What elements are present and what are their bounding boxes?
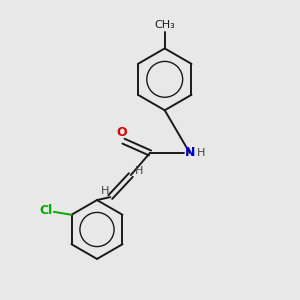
Text: H: H (135, 166, 143, 176)
Text: O: O (117, 126, 127, 139)
Text: H: H (197, 148, 206, 158)
Text: CH₃: CH₃ (154, 20, 175, 30)
Text: H: H (101, 186, 109, 196)
Text: N: N (184, 146, 195, 159)
Text: Cl: Cl (39, 204, 52, 217)
